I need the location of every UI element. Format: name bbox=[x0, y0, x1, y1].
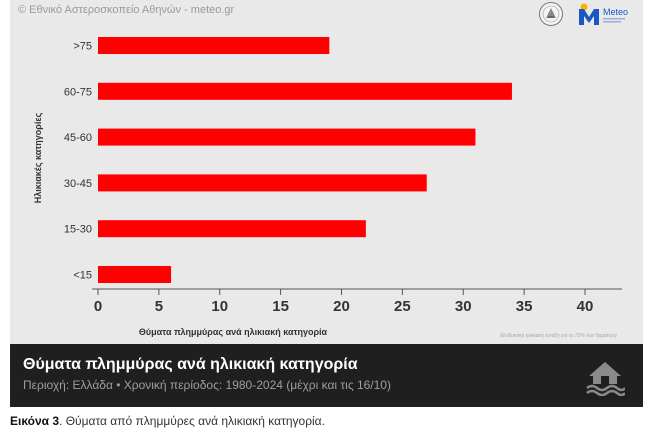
x-tick-label: 25 bbox=[394, 298, 411, 315]
y-tick-label: 45-60 bbox=[64, 132, 92, 144]
bar-4 bbox=[98, 220, 366, 238]
x-tick-label: 35 bbox=[516, 298, 533, 315]
figure-caption: Εικόνα 3. Θύματα από πλημμύρες ανά ηλικι… bbox=[10, 414, 325, 428]
bar-2 bbox=[98, 128, 476, 146]
chart-figure: © Εθνικό Αστεροσκοπείο Αθηνών - meteo.gr… bbox=[10, 0, 643, 344]
bar-1 bbox=[98, 82, 512, 100]
banner-title: Θύματα πλημμύρας ανά ηλικιακή κατηγορία bbox=[23, 356, 358, 373]
flood-house-icon bbox=[586, 362, 625, 396]
x-tick-label: 30 bbox=[455, 298, 472, 315]
bar-3 bbox=[98, 174, 427, 192]
banner-subtitle: Περιοχή: Ελλάδα • Χρονική περίοδος: 1980… bbox=[23, 378, 391, 392]
x-tick-label: 40 bbox=[577, 298, 594, 315]
x-tick-label: 15 bbox=[272, 298, 289, 315]
x-tick-label: 10 bbox=[211, 298, 228, 315]
y-tick-label: <15 bbox=[73, 270, 92, 282]
chart-footnote: (Ενδεικτική ηλικιακή ένταξη για το 72% τ… bbox=[500, 333, 617, 339]
y-tick-label: >75 bbox=[73, 41, 92, 53]
y-axis-title: Ηλικιακές κατηγορίες bbox=[33, 112, 43, 203]
x-tick-label: 20 bbox=[333, 298, 350, 315]
source-credit: © Εθνικό Αστεροσκοπείο Αθηνών - meteo.gr bbox=[18, 4, 235, 16]
x-tick-label: 0 bbox=[94, 298, 102, 315]
x-tick-label: 5 bbox=[155, 298, 163, 315]
caption-label: Εικόνα 3 bbox=[10, 414, 60, 428]
title-banner: Θύματα πλημμύρας ανά ηλικιακή κατηγορία … bbox=[10, 344, 643, 407]
bar-chart: >75 60-75 45-60 30-45 15-30 <15 0 5 10 15 20 25 30 3… bbox=[33, 37, 622, 337]
meteo-logo: Meteo bbox=[579, 3, 628, 25]
caption-text: . Θύματα από πλημμύρες ανά ηλικιακή κατη… bbox=[59, 414, 325, 428]
observatory-seal-logo bbox=[539, 2, 563, 26]
y-tick-label: 30-45 bbox=[64, 178, 92, 190]
y-tick-label: 60-75 bbox=[64, 86, 92, 98]
svg-text:Meteo: Meteo bbox=[603, 7, 628, 17]
x-axis-title: Θύματα πλημμύρας ανά ηλικιακή κατηγορία bbox=[139, 327, 328, 337]
bar-5 bbox=[98, 266, 172, 283]
y-tick-label: 15-30 bbox=[64, 224, 92, 236]
bar-0 bbox=[98, 37, 330, 54]
